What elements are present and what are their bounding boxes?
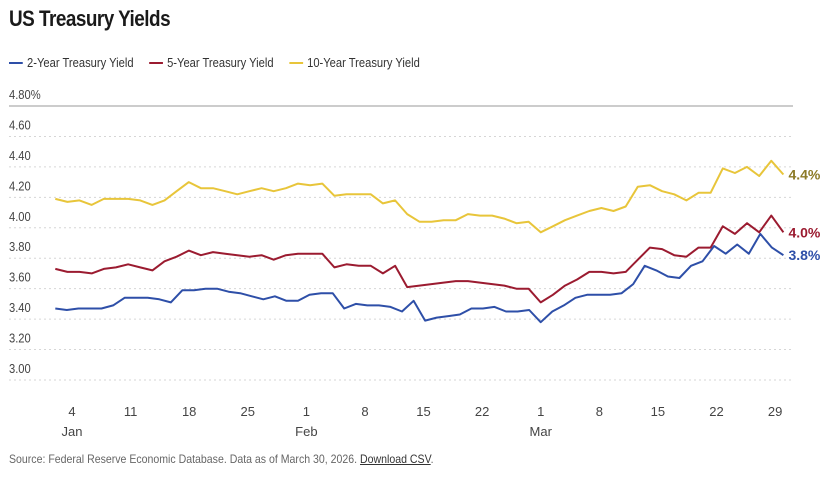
y-axis-labels: 3.00 3.20 3.40 3.60 3.80 4.00 4.20 4.40 4.60 4.80… — [9, 87, 41, 376]
download-csv-link[interactable]: Download CSV — [360, 452, 431, 466]
x-tick-label: 11 — [124, 404, 138, 419]
chart-title: US Treasury Yields — [9, 6, 171, 31]
x-tick-label: 15 — [416, 404, 430, 419]
legend-label-10-year: 10-Year Treasury Yield — [307, 55, 420, 70]
series-line-2-year — [55, 232, 784, 324]
x-month-label: Jan — [62, 424, 83, 439]
y-tick-label: 4.80% — [9, 87, 41, 102]
x-axis-labels: 4 Jan 11 18 25 1 Feb 8 15 22 1 Mar 8 15 22 29 — [62, 404, 783, 439]
x-tick-label: 1 — [303, 404, 310, 419]
source-trailing: . — [430, 452, 434, 466]
end-label-2-year: 3.8% — [788, 247, 820, 263]
legend-swatch-10-year — [289, 61, 303, 64]
x-tick-label: 4 — [68, 404, 75, 419]
chart-legend: 2-Year Treasury Yield 5-Year Treasury Yi… — [9, 55, 420, 70]
series-line-10-year — [55, 159, 785, 234]
x-tick-label: 18 — [182, 404, 196, 419]
x-tick-label: 8 — [596, 404, 603, 419]
x-tick-label: 25 — [241, 404, 255, 419]
legend-item-10-year[interactable]: 10-Year Treasury Yield — [289, 55, 420, 70]
x-tick-label: 1 — [537, 404, 544, 419]
series-line-5-year — [55, 214, 785, 304]
series-lines — [55, 159, 785, 324]
x-month-label: Mar — [530, 424, 553, 439]
x-tick-label: 29 — [768, 404, 782, 419]
x-tick-label: 22 — [709, 404, 723, 419]
source-note: Source: Federal Reserve Economic Databas… — [9, 452, 434, 466]
end-label-10-year: 4.4% — [788, 167, 820, 183]
gridlines — [9, 105, 793, 381]
x-tick-label: 22 — [475, 404, 489, 419]
end-labels: 3.8% 4.0% 4.4% — [788, 167, 820, 264]
y-tick-label: 3.40 — [9, 300, 31, 315]
y-tick-label: 3.80 — [9, 239, 31, 254]
y-tick-label: 3.20 — [9, 331, 31, 346]
end-label-5-year: 4.0% — [788, 224, 820, 240]
y-tick-label: 3.00 — [9, 361, 31, 376]
y-tick-label: 3.60 — [9, 270, 31, 285]
y-tick-label: 4.40 — [9, 148, 31, 163]
legend-label-5-year: 5-Year Treasury Yield — [167, 55, 274, 70]
y-tick-label: 4.00 — [9, 209, 31, 224]
y-tick-label: 4.60 — [9, 118, 31, 133]
legend-swatch-5-year — [149, 61, 163, 64]
legend-item-2-year[interactable]: 2-Year Treasury Yield — [9, 55, 134, 70]
y-tick-label: 4.20 — [9, 179, 31, 194]
legend-swatch-2-year — [9, 61, 23, 64]
x-month-label: Feb — [295, 424, 317, 439]
x-tick-label: 15 — [651, 404, 665, 419]
source-text: Source: Federal Reserve Economic Databas… — [9, 452, 358, 466]
x-tick-label: 8 — [361, 404, 368, 419]
legend-item-5-year[interactable]: 5-Year Treasury Yield — [149, 55, 274, 70]
legend-label-2-year: 2-Year Treasury Yield — [27, 55, 134, 70]
